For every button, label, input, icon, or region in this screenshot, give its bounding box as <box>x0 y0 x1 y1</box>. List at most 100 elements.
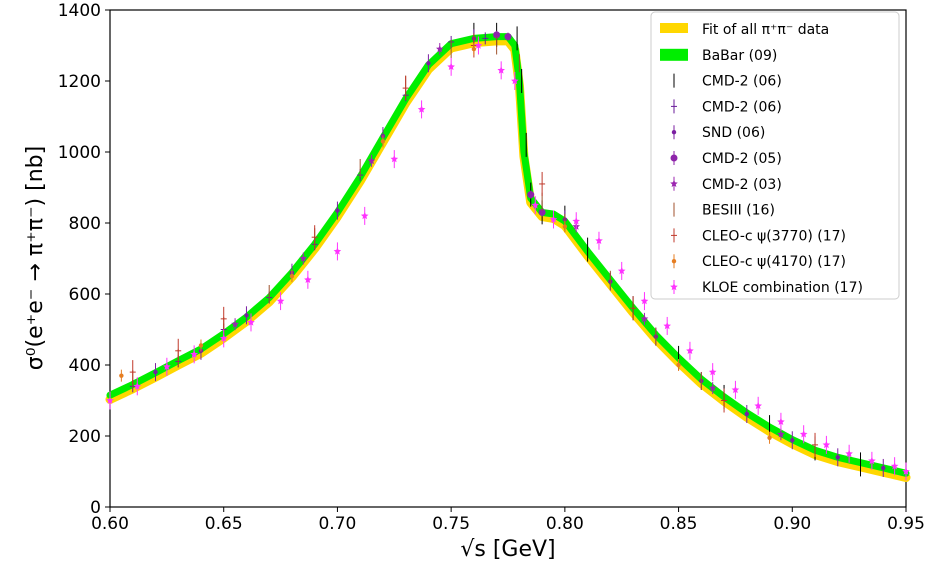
x-tick-label: 0.95 <box>887 514 925 534</box>
point-marker <box>380 139 386 144</box>
point-marker <box>777 417 785 425</box>
legend-label: CMD-2 (05) <box>702 151 782 167</box>
plot-frame <box>109 9 907 508</box>
point-marker <box>670 283 678 291</box>
legend-swatch <box>660 48 688 61</box>
x-tick-label: 0.60 <box>91 514 129 534</box>
legend-item: CMD-2 (05) <box>670 151 782 167</box>
y-tick-label: 200 <box>69 427 101 447</box>
point-marker <box>289 274 295 279</box>
x-tick-label: 0.85 <box>660 514 698 534</box>
point-marker <box>868 456 876 465</box>
series-9 <box>119 43 772 444</box>
legend-items: Fit of all π⁺π⁻ data BaBar (09) CMD-2 (06)… <box>660 22 863 296</box>
legend-frame <box>650 11 900 300</box>
x-tick-label: 0.70 <box>318 514 356 534</box>
point-marker <box>538 208 546 216</box>
plot-area <box>105 9 911 508</box>
point-marker <box>663 322 671 330</box>
y-tick-label: 1000 <box>58 143 101 163</box>
y-tick-label: 0 <box>90 498 101 518</box>
point-marker <box>640 314 649 323</box>
point-marker <box>106 396 114 404</box>
legend-label: Fit of all π⁺π⁻ data <box>702 22 829 38</box>
point-marker <box>686 346 694 354</box>
legend: Fit of all π⁺π⁻ data BaBar (09) CMD-2 (06)… <box>650 11 900 300</box>
series-10 <box>106 36 910 481</box>
point-marker <box>767 435 772 440</box>
point-marker <box>822 440 831 449</box>
legend-item: BESIII (16) <box>673 202 775 219</box>
point-marker <box>247 318 255 326</box>
point-marker <box>190 350 198 358</box>
y-tick-label: 400 <box>69 356 101 376</box>
x-tick-label: 0.75 <box>432 514 470 534</box>
point-marker <box>163 362 171 370</box>
point-marker <box>436 45 444 53</box>
point-marker <box>671 130 677 135</box>
legend-item: CLEO-c ψ(4170) (17) <box>671 254 846 270</box>
x-tick-label: 0.90 <box>773 514 811 534</box>
point-marker <box>276 297 285 305</box>
legend-item: CLEO-c ψ(3770) (17) <box>671 228 846 244</box>
y-axis-title: σ⁰(e⁺e⁻ → π⁺π⁻) [nb] <box>23 146 48 370</box>
point-marker <box>333 247 342 255</box>
point-marker <box>471 46 477 52</box>
point-marker <box>777 430 785 438</box>
point-marker <box>198 343 204 348</box>
point-marker <box>835 455 840 460</box>
x-axis-title: √s [GeV] <box>460 537 555 562</box>
point-marker <box>219 334 228 342</box>
legend-label: BaBar (09) <box>702 48 777 64</box>
point-marker <box>708 368 717 376</box>
point-marker <box>671 259 677 264</box>
point-marker <box>902 467 910 475</box>
point-marker <box>417 105 426 113</box>
legend-label: BESIII (16) <box>702 203 775 219</box>
legend-swatch <box>660 23 688 33</box>
legend-label: CMD-2 (03) <box>702 177 782 193</box>
point-marker <box>670 154 678 162</box>
point-marker <box>426 61 431 66</box>
point-marker <box>617 266 626 275</box>
y-tick-label: 1400 <box>58 1 101 21</box>
point-marker <box>799 430 808 438</box>
point-marker <box>447 62 455 70</box>
babar-band <box>106 33 910 477</box>
point-marker <box>670 179 678 187</box>
x-axis: 0.60 0.65 0.70 0.75 0.80 0.85 0.90 0.95 <box>91 507 925 534</box>
legend-item: CMD-2 (06) <box>671 99 782 115</box>
point-marker <box>562 224 568 229</box>
point-marker <box>754 401 762 410</box>
legend-label: CMD-2 (06) <box>702 74 782 90</box>
y-axis: 0 200 400 600 800 1000 1200 1400 <box>58 1 110 518</box>
point-marker <box>511 77 519 85</box>
point-marker <box>595 236 603 244</box>
point-marker <box>231 320 239 328</box>
legend-label: SND (06) <box>702 125 765 141</box>
point-marker <box>549 215 558 223</box>
point-marker <box>133 382 142 390</box>
x-tick-label: 0.80 <box>546 514 584 534</box>
point-marker <box>304 275 312 283</box>
point-marker <box>360 211 369 220</box>
point-marker <box>153 369 158 375</box>
legend-label: KLOE combination (17) <box>702 280 863 296</box>
x-tick-label: 0.65 <box>205 514 243 534</box>
point-marker <box>881 465 886 471</box>
legend-item: SND (06) <box>671 125 765 141</box>
data-points <box>106 22 910 481</box>
legend-label: CLEO-c ψ(4170) (17) <box>702 254 846 270</box>
point-marker <box>299 254 308 262</box>
point-marker <box>527 191 535 199</box>
point-marker <box>335 208 340 213</box>
legend-label: CMD-2 (06) <box>702 99 782 115</box>
legend-item: CMD-2 (06) <box>673 73 782 90</box>
point-marker <box>708 384 717 392</box>
legend-item: CMD-2 (03) <box>670 176 782 193</box>
y-tick-label: 800 <box>69 214 101 234</box>
point-marker <box>244 313 249 318</box>
series-8 <box>129 33 819 457</box>
point-marker <box>367 156 376 165</box>
